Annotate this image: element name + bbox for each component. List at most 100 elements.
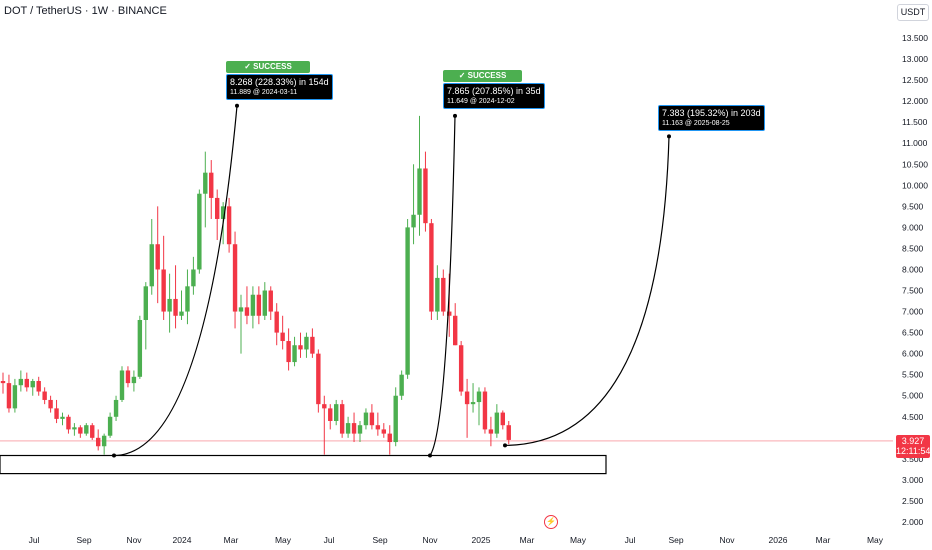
candle-body bbox=[137, 319, 143, 377]
time-tick-label: Sep bbox=[372, 535, 387, 545]
price-tick-label: 5.000 bbox=[902, 391, 924, 401]
time-tick-label: Nov bbox=[126, 535, 142, 545]
candle-body bbox=[310, 336, 315, 354]
projection-label-3[interactable]: 7.383 (195.32%) in 203d 11.163 @ 2025-08… bbox=[658, 105, 765, 131]
candle-body bbox=[179, 311, 184, 316]
candle-body bbox=[66, 416, 71, 430]
candle-body bbox=[476, 391, 482, 403]
price-tick-label: 13.500 bbox=[902, 33, 928, 43]
projection-target-2: 11.649 @ 2024-12-02 bbox=[447, 98, 515, 105]
candle-body bbox=[375, 425, 381, 430]
time-tick-label: Jul bbox=[625, 535, 636, 545]
time-tick-label: Nov bbox=[719, 535, 735, 545]
projection-change-1: 8.268 (228.33%) in 154d bbox=[230, 77, 329, 87]
candle-body bbox=[197, 193, 202, 270]
candle-body bbox=[357, 425, 363, 434]
candle-body bbox=[316, 353, 321, 405]
time-tick-label: Sep bbox=[76, 535, 91, 545]
time-tick-label: Jul bbox=[324, 535, 335, 545]
candle-body bbox=[107, 416, 113, 436]
projection-start-point bbox=[428, 453, 432, 458]
candle-body bbox=[54, 408, 59, 419]
price-tick-label: 6.500 bbox=[902, 328, 924, 338]
candles-layer bbox=[0, 115, 511, 455]
projection-target-3: 11.163 @ 2025-08-25 bbox=[662, 120, 730, 127]
price-tick-label: 7.500 bbox=[902, 286, 924, 296]
price-tick-label: 7.000 bbox=[902, 307, 924, 317]
projection-target-1: 11.889 @ 2024-03-11 bbox=[230, 89, 298, 96]
candle-body bbox=[441, 277, 446, 312]
candle-body bbox=[173, 298, 178, 316]
candle-body bbox=[256, 294, 262, 316]
current-price-label: 3.927 bbox=[901, 436, 925, 446]
candle-body bbox=[393, 395, 398, 443]
candle-body bbox=[72, 427, 77, 430]
projection-start-point bbox=[503, 443, 507, 448]
candle-body bbox=[6, 383, 12, 409]
candle-body bbox=[167, 298, 172, 312]
candle-body bbox=[96, 437, 101, 447]
candle-body bbox=[90, 425, 95, 438]
candle-body bbox=[24, 378, 29, 388]
price-tick-label: 9.000 bbox=[902, 222, 924, 232]
current-price-tag: 3.927 12:11:54 bbox=[896, 435, 930, 458]
price-tick-label: 6.000 bbox=[902, 349, 924, 359]
candle-body bbox=[125, 370, 131, 384]
time-tick-label: 2026 bbox=[769, 535, 788, 545]
candle-body bbox=[238, 307, 244, 312]
candle-body bbox=[226, 206, 232, 245]
price-tick-label: 11.500 bbox=[902, 117, 928, 127]
candle-body bbox=[351, 423, 357, 434]
candle-body bbox=[286, 341, 291, 363]
time-tick-label: Mar bbox=[816, 535, 831, 545]
candle-body bbox=[244, 307, 250, 316]
candle-body bbox=[381, 429, 386, 434]
time-tick-label: Mar bbox=[224, 535, 239, 545]
candle-body bbox=[191, 269, 196, 287]
candle-body bbox=[161, 269, 166, 312]
price-tick-label: 10.500 bbox=[902, 159, 928, 169]
price-tick-label: 5.500 bbox=[902, 370, 924, 380]
candle-body bbox=[435, 277, 440, 312]
candle-body bbox=[506, 425, 511, 440]
success-badge: ✓ SUCCESS bbox=[443, 70, 522, 82]
candle-body bbox=[209, 172, 214, 198]
candle-body bbox=[334, 404, 339, 421]
time-tick-label: Mar bbox=[520, 535, 535, 545]
price-tick-label: 3.500 bbox=[902, 454, 924, 464]
candle-body bbox=[464, 391, 470, 405]
candle-body bbox=[262, 290, 267, 316]
candle-body bbox=[30, 381, 35, 388]
price-axis[interactable]: 13.500 13.000 12.500 12.000 11.500 11.000 10.5… bbox=[902, 33, 928, 527]
candle-body bbox=[155, 244, 160, 270]
candle-body bbox=[500, 412, 505, 426]
lightning-bolt-icon[interactable]: ⚡ bbox=[544, 515, 558, 529]
projection-curve-1 bbox=[113, 105, 238, 457]
projection-curve-2 bbox=[429, 115, 456, 456]
projection-label-1[interactable]: 8.268 (228.33%) in 154d 11.889 @ 2024-03… bbox=[226, 74, 333, 100]
currency-unit-button[interactable]: USDT bbox=[897, 4, 929, 21]
time-tick-label: Nov bbox=[422, 535, 438, 545]
time-axis[interactable]: Jul Sep Nov 2024 Mar May Jul Sep Nov 2025 Mar May Ju… bbox=[29, 535, 884, 545]
price-tick-label: 12.000 bbox=[902, 96, 928, 106]
candle-body bbox=[292, 345, 297, 363]
price-tick-label: 10.000 bbox=[902, 180, 928, 190]
projection-curves-layer bbox=[112, 103, 671, 458]
candle-body bbox=[250, 294, 256, 316]
support-zone-layer bbox=[0, 440, 893, 475]
price-tick-label: 3.000 bbox=[902, 475, 924, 485]
candle-body bbox=[339, 404, 345, 434]
candle-body bbox=[232, 244, 238, 312]
price-tick-label: 8.000 bbox=[902, 264, 924, 274]
symbol-title[interactable]: DOT / TetherUS · 1W · BINANCE bbox=[4, 5, 167, 17]
candle-body bbox=[458, 345, 464, 392]
projection-change-3: 7.383 (195.32%) in 203d bbox=[662, 108, 761, 118]
candle-body bbox=[304, 336, 309, 350]
price-tick-label: 9.500 bbox=[902, 201, 924, 211]
time-tick-label: May bbox=[275, 535, 292, 545]
price-tick-label: 11.000 bbox=[902, 138, 928, 148]
projection-label-2[interactable]: 7.865 (207.85%) in 35d 11.649 @ 2024-12-… bbox=[443, 83, 545, 109]
price-tick-label: 8.500 bbox=[902, 243, 924, 253]
candle-body bbox=[345, 423, 351, 434]
